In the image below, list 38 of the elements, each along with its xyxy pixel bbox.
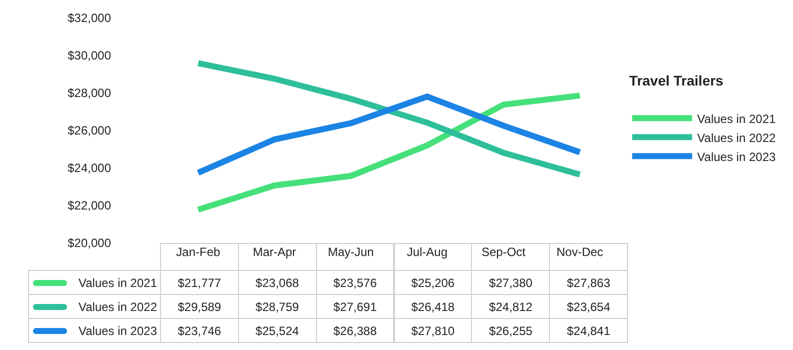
y-tick-label: $20,000 bbox=[68, 236, 112, 250]
legend-title: Travel Trailers bbox=[629, 72, 724, 88]
y-tick-label: $32,000 bbox=[68, 11, 112, 26]
text: $27,380 bbox=[489, 276, 532, 290]
x-tick-label: Sep-Oct bbox=[481, 245, 526, 259]
legend-label: Values in 2022 bbox=[697, 130, 776, 145]
x-tick-label: Jan-Feb bbox=[176, 245, 220, 259]
text: $23,068 bbox=[256, 276, 299, 290]
x-tick-label: May-Jun bbox=[328, 245, 374, 259]
legend-label: Values in 2023 bbox=[697, 150, 776, 164]
text: $27,810 bbox=[411, 324, 455, 338]
text: Values in 2023 bbox=[78, 324, 157, 338]
text: $27,691 bbox=[333, 300, 377, 314]
text: $23,654 bbox=[566, 300, 610, 314]
text: Values in 2022 bbox=[78, 300, 157, 314]
x-tick-label: Mar-Apr bbox=[252, 245, 296, 259]
text: Values in 2021 bbox=[697, 112, 776, 126]
x-tick-label: Jul-Aug bbox=[406, 245, 448, 259]
text: $26,255 bbox=[489, 324, 532, 338]
text: $23,576 bbox=[333, 276, 377, 290]
y-tick-label: $28,000 bbox=[68, 86, 112, 100]
text: $24,841 bbox=[566, 324, 610, 338]
y-tick-label: $22,000 bbox=[68, 198, 112, 213]
y-tick-label: $26,000 bbox=[68, 124, 112, 138]
text: $25,524 bbox=[256, 324, 299, 338]
text: $21,777 bbox=[178, 276, 222, 290]
text: $28,759 bbox=[256, 300, 299, 314]
text: $26,388 bbox=[333, 324, 377, 338]
text: $27,863 bbox=[566, 276, 610, 290]
text: $23,746 bbox=[178, 324, 222, 338]
x-tick-label: Nov-Dec bbox=[556, 245, 604, 259]
text: $24,812 bbox=[489, 300, 532, 314]
text: $25,206 bbox=[411, 276, 455, 290]
y-tick-label: $24,000 bbox=[68, 161, 112, 176]
text: $29,589 bbox=[178, 300, 222, 314]
legend-label: Values in 2021 bbox=[28, 270, 161, 295]
text: $26,418 bbox=[411, 300, 455, 314]
y-tick-label: $30,000 bbox=[68, 48, 112, 63]
